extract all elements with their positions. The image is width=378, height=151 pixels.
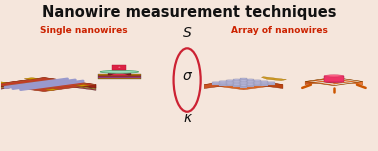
Ellipse shape bbox=[247, 79, 254, 80]
Polygon shape bbox=[305, 77, 334, 85]
Text: S: S bbox=[183, 26, 192, 40]
Ellipse shape bbox=[233, 81, 240, 82]
Ellipse shape bbox=[100, 70, 139, 73]
Polygon shape bbox=[261, 81, 268, 84]
Text: σ: σ bbox=[183, 69, 192, 82]
Polygon shape bbox=[219, 83, 226, 86]
Polygon shape bbox=[316, 79, 349, 84]
Polygon shape bbox=[44, 78, 96, 88]
Polygon shape bbox=[254, 82, 261, 85]
Ellipse shape bbox=[226, 82, 233, 83]
Polygon shape bbox=[0, 82, 44, 90]
Polygon shape bbox=[324, 76, 344, 82]
Polygon shape bbox=[243, 79, 283, 88]
Polygon shape bbox=[323, 79, 356, 83]
Polygon shape bbox=[247, 79, 254, 82]
Polygon shape bbox=[319, 79, 352, 84]
Polygon shape bbox=[240, 79, 247, 81]
FancyBboxPatch shape bbox=[112, 65, 126, 70]
FancyBboxPatch shape bbox=[98, 74, 141, 75]
Polygon shape bbox=[44, 81, 96, 89]
Polygon shape bbox=[233, 81, 240, 84]
Polygon shape bbox=[24, 78, 37, 79]
Polygon shape bbox=[44, 83, 96, 90]
Ellipse shape bbox=[240, 78, 247, 79]
Text: Nanowire measurement techniques: Nanowire measurement techniques bbox=[42, 5, 336, 19]
Polygon shape bbox=[240, 86, 247, 88]
Polygon shape bbox=[44, 82, 96, 90]
Polygon shape bbox=[233, 85, 240, 87]
Polygon shape bbox=[0, 82, 6, 84]
Ellipse shape bbox=[219, 81, 226, 82]
Polygon shape bbox=[0, 81, 44, 89]
Ellipse shape bbox=[240, 80, 247, 81]
Polygon shape bbox=[312, 80, 345, 85]
Text: Single nanowires: Single nanowires bbox=[40, 26, 127, 35]
Polygon shape bbox=[0, 83, 44, 90]
Polygon shape bbox=[45, 89, 58, 91]
Polygon shape bbox=[212, 82, 220, 85]
Polygon shape bbox=[240, 84, 247, 87]
Polygon shape bbox=[254, 80, 261, 83]
Ellipse shape bbox=[261, 81, 268, 82]
Polygon shape bbox=[247, 81, 254, 84]
Ellipse shape bbox=[247, 84, 254, 85]
Polygon shape bbox=[0, 78, 96, 92]
FancyBboxPatch shape bbox=[98, 76, 141, 77]
Polygon shape bbox=[233, 83, 240, 86]
Polygon shape bbox=[262, 77, 287, 81]
Polygon shape bbox=[334, 77, 363, 85]
Polygon shape bbox=[204, 79, 243, 88]
Text: κ: κ bbox=[183, 111, 191, 125]
Polygon shape bbox=[226, 82, 233, 85]
Ellipse shape bbox=[212, 82, 220, 83]
Polygon shape bbox=[240, 82, 247, 85]
Text: Array of nanowires: Array of nanowires bbox=[231, 26, 328, 35]
Polygon shape bbox=[330, 77, 363, 82]
FancyBboxPatch shape bbox=[98, 78, 141, 79]
Polygon shape bbox=[204, 79, 283, 90]
Polygon shape bbox=[226, 80, 233, 83]
Polygon shape bbox=[309, 80, 341, 85]
Polygon shape bbox=[0, 78, 44, 88]
Polygon shape bbox=[327, 78, 359, 83]
Polygon shape bbox=[233, 79, 240, 82]
Polygon shape bbox=[247, 83, 254, 86]
Ellipse shape bbox=[254, 82, 261, 83]
Polygon shape bbox=[240, 80, 247, 83]
Ellipse shape bbox=[324, 80, 344, 83]
Polygon shape bbox=[261, 83, 268, 86]
Polygon shape bbox=[226, 84, 233, 87]
Ellipse shape bbox=[226, 80, 233, 81]
Polygon shape bbox=[268, 82, 275, 85]
Polygon shape bbox=[76, 85, 90, 86]
Ellipse shape bbox=[247, 81, 254, 82]
Ellipse shape bbox=[324, 75, 344, 77]
Ellipse shape bbox=[254, 80, 261, 81]
Polygon shape bbox=[305, 81, 338, 86]
FancyBboxPatch shape bbox=[98, 77, 141, 78]
FancyBboxPatch shape bbox=[108, 73, 130, 75]
Polygon shape bbox=[247, 85, 254, 87]
FancyBboxPatch shape bbox=[98, 75, 141, 76]
Ellipse shape bbox=[268, 82, 275, 83]
Ellipse shape bbox=[240, 85, 247, 86]
Polygon shape bbox=[219, 81, 226, 84]
Polygon shape bbox=[254, 84, 261, 87]
Ellipse shape bbox=[240, 82, 247, 83]
Polygon shape bbox=[110, 72, 128, 75]
Ellipse shape bbox=[233, 79, 240, 80]
Ellipse shape bbox=[233, 84, 240, 85]
